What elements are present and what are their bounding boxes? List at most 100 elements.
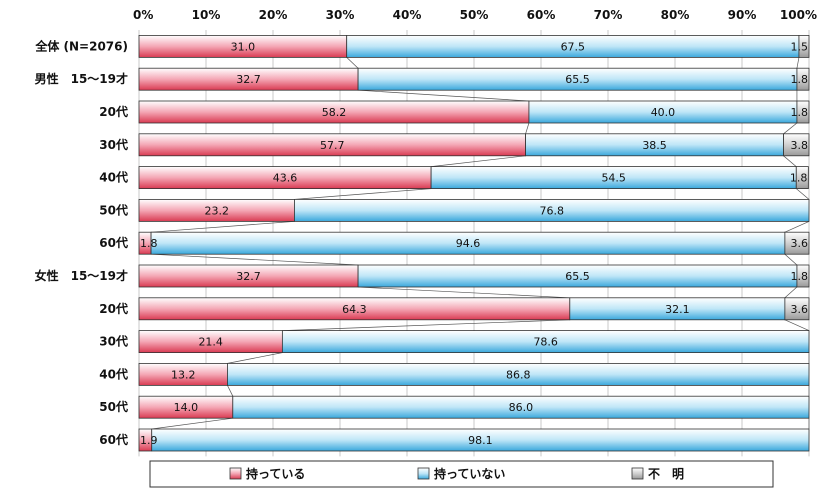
bar-segment (281, 330, 810, 354)
legend-entry: 不 明 (648, 467, 684, 481)
bar-segment (798, 35, 810, 58)
data-labels: 31.0 67.5 1.5 32.7 65.5 1.8 58.2 40.0 1.8 57.7 38.… (140, 40, 808, 447)
connector-line (346, 57, 359, 69)
bar-segment (795, 166, 809, 190)
legend-swatch (417, 467, 430, 480)
category-label: 20代 (99, 104, 128, 119)
x-tick-label: 80% (661, 8, 690, 22)
data-label: 43.6 (273, 172, 298, 185)
bar-segment (784, 231, 810, 255)
category-label: 全体 (N=2076) (34, 38, 128, 53)
category-label: 女性 15～19才 (35, 268, 128, 283)
data-label: 94.6 (456, 237, 481, 250)
data-label: 76.8 (539, 204, 564, 217)
bar-segment (232, 395, 810, 419)
data-label: 14.0 (174, 401, 199, 414)
category-label: 50代 (99, 202, 128, 217)
x-tick-label: 0% (133, 8, 153, 22)
legend-entry: 持っていない (434, 466, 505, 481)
connector-line (784, 319, 810, 331)
connector-line (151, 253, 359, 266)
data-label: 13.2 (171, 368, 196, 381)
category-label: 40代 (99, 170, 128, 185)
data-label: 65.5 (565, 270, 590, 283)
data-label: 78.6 (533, 336, 558, 349)
connector-line (784, 253, 798, 266)
connector-line (784, 221, 810, 233)
data-label: 1.5 (791, 40, 809, 53)
x-tick-label: 50% (460, 8, 489, 22)
connector-line (525, 122, 530, 134)
x-tick-label: 100% (780, 8, 817, 22)
legend-entry: 持っている (246, 466, 305, 481)
data-label: 21.4 (198, 336, 223, 349)
bar-segment (294, 198, 810, 222)
connector-line (227, 352, 283, 364)
data-label: 32.1 (665, 303, 690, 316)
bar-segment (151, 428, 810, 452)
bar-segment (227, 362, 810, 386)
legend: 持っている 持っていない 不 明 (149, 460, 774, 488)
connector-line (358, 89, 529, 102)
category-label: 30代 (99, 334, 128, 349)
bar-segment (796, 100, 810, 124)
data-label: 64.3 (342, 303, 367, 316)
data-label: 98.1 (468, 434, 493, 447)
connector-line (294, 188, 432, 200)
connector-line (282, 319, 570, 331)
data-label: 1.8 (791, 270, 809, 283)
connector-line (151, 221, 295, 233)
connector-line (358, 286, 570, 299)
category-label: 男性 15～19才 (35, 71, 128, 86)
bar-segment (796, 264, 810, 288)
category-label: 50代 (99, 399, 128, 414)
data-label: 86.0 (509, 401, 534, 414)
connector-line (431, 155, 526, 167)
data-label: 1.8 (790, 172, 808, 185)
category-label: 30代 (99, 137, 128, 152)
data-label: 1.8 (791, 106, 809, 119)
connector-line (796, 57, 800, 69)
bar-segment (796, 67, 810, 91)
data-label: 57.7 (320, 139, 345, 152)
data-label: 3.6 (791, 303, 809, 316)
legend-swatch (229, 467, 242, 480)
category-label: 40代 (99, 366, 128, 381)
data-label: 23.2 (204, 204, 229, 217)
connector-line (227, 385, 234, 397)
data-label: 32.7 (236, 73, 261, 86)
series-connector-lines (151, 57, 810, 430)
data-label: 1.9 (140, 434, 158, 447)
data-label: 3.8 (791, 139, 809, 152)
x-tick-label: 30% (326, 8, 355, 22)
x-axis: 0% 10% 20% 30% 40% 50% 60% 70% 80% 90% 100% (133, 8, 817, 22)
x-tick-label: 20% (259, 8, 288, 22)
connector-line (784, 286, 798, 299)
bar-segment (784, 297, 810, 321)
data-label: 1.8 (791, 73, 809, 86)
connector-line (796, 188, 810, 200)
x-tick-label: 40% (393, 8, 422, 22)
data-label: 58.2 (322, 106, 347, 119)
data-label: 67.5 (561, 40, 586, 53)
x-tick-label: 60% (527, 8, 556, 22)
connector-line (783, 122, 798, 135)
x-tick-label: 10% (192, 8, 221, 22)
connector-line (151, 417, 233, 430)
connector-line (783, 155, 797, 167)
data-label: 3.6 (791, 237, 809, 250)
data-label: 54.5 (601, 172, 626, 185)
data-label: 32.7 (236, 270, 261, 283)
category-label: 20代 (99, 301, 128, 316)
data-label: 40.0 (651, 106, 676, 119)
category-label: 60代 (99, 235, 128, 250)
data-label: 86.8 (506, 368, 531, 381)
bars (138, 35, 810, 452)
bar-segment (783, 133, 810, 157)
data-label: 31.0 (231, 40, 256, 53)
category-label: 60代 (99, 432, 128, 447)
x-tick-label: 90% (728, 8, 757, 22)
data-label: 38.5 (642, 139, 667, 152)
